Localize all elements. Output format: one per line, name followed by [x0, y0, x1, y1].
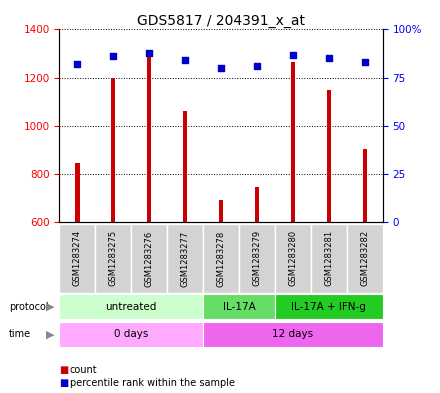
- Text: IL-17A + IFN-g: IL-17A + IFN-g: [291, 302, 367, 312]
- Text: protocol: protocol: [9, 302, 48, 312]
- Bar: [59, 322, 203, 347]
- Point: [146, 50, 153, 56]
- Bar: [219, 200, 223, 222]
- Text: GSM1283276: GSM1283276: [145, 230, 154, 286]
- Bar: [59, 224, 95, 293]
- Point: [74, 61, 81, 67]
- Text: GSM1283281: GSM1283281: [324, 230, 334, 286]
- Bar: [239, 224, 275, 293]
- Bar: [203, 294, 275, 319]
- Bar: [75, 163, 80, 222]
- Bar: [111, 77, 115, 222]
- Point: [253, 63, 260, 69]
- Text: untreated: untreated: [106, 302, 157, 312]
- Text: ▶: ▶: [46, 302, 55, 312]
- Text: GSM1283279: GSM1283279: [253, 230, 261, 286]
- Text: ■: ■: [59, 378, 69, 388]
- Bar: [255, 187, 259, 222]
- Text: percentile rank within the sample: percentile rank within the sample: [70, 378, 235, 388]
- Text: GSM1283278: GSM1283278: [216, 230, 226, 286]
- Text: GSM1283280: GSM1283280: [289, 230, 297, 286]
- Text: GSM1283277: GSM1283277: [181, 230, 190, 286]
- Text: ▶: ▶: [46, 329, 55, 339]
- Bar: [327, 90, 331, 222]
- Bar: [275, 294, 383, 319]
- Text: IL-17A: IL-17A: [223, 302, 256, 312]
- Text: GSM1283282: GSM1283282: [360, 230, 369, 286]
- Bar: [147, 50, 151, 222]
- Bar: [291, 62, 295, 222]
- Bar: [131, 224, 167, 293]
- Point: [326, 55, 333, 61]
- Text: time: time: [9, 329, 31, 339]
- Bar: [275, 224, 311, 293]
- Text: GSM1283274: GSM1283274: [73, 230, 82, 286]
- Text: 12 days: 12 days: [272, 329, 314, 339]
- Text: count: count: [70, 365, 97, 375]
- Text: GSM1283275: GSM1283275: [109, 230, 118, 286]
- Title: GDS5817 / 204391_x_at: GDS5817 / 204391_x_at: [137, 15, 305, 28]
- Bar: [347, 224, 383, 293]
- Point: [361, 59, 368, 65]
- Point: [290, 51, 297, 58]
- Bar: [311, 224, 347, 293]
- Text: 0 days: 0 days: [114, 329, 148, 339]
- Bar: [203, 224, 239, 293]
- Bar: [59, 294, 203, 319]
- Text: ■: ■: [59, 365, 69, 375]
- Bar: [203, 322, 383, 347]
- Bar: [183, 111, 187, 222]
- Bar: [363, 149, 367, 222]
- Point: [182, 57, 189, 63]
- Point: [218, 65, 225, 71]
- Bar: [167, 224, 203, 293]
- Point: [110, 53, 117, 60]
- Bar: [95, 224, 131, 293]
